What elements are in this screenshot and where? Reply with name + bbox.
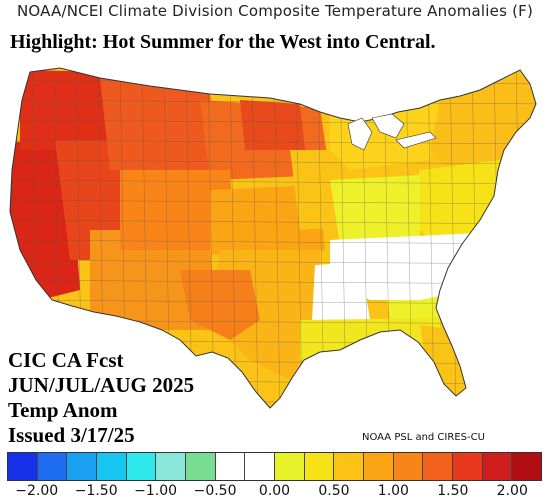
region-pacific-northwest bbox=[20, 70, 110, 150]
legend-swatch bbox=[512, 453, 542, 480]
legend-tick-label: 0.50 bbox=[318, 483, 350, 499]
legend-tick-label: 2.00 bbox=[496, 483, 528, 499]
legend-tick-label: −0.50 bbox=[193, 483, 237, 499]
legend-swatch bbox=[275, 453, 305, 480]
region-southwest bbox=[90, 230, 215, 330]
forecast-source: CIC CA Fcst bbox=[8, 348, 124, 372]
legend-tick-label: 0.00 bbox=[258, 483, 291, 499]
legend-swatch bbox=[215, 453, 246, 480]
legend-colorbar bbox=[7, 452, 542, 481]
region-central-rockies bbox=[120, 170, 235, 250]
region-gulf-coast bbox=[300, 318, 440, 360]
legend-swatch bbox=[304, 453, 335, 480]
region-ohio-valley bbox=[330, 175, 420, 245]
legend-swatch bbox=[67, 453, 98, 480]
highlight-text: Highlight: Hot Summer for the West into … bbox=[10, 31, 436, 53]
lake-erie bbox=[395, 131, 437, 149]
legend-tick-label: 1.00 bbox=[377, 483, 409, 499]
legend-swatch bbox=[126, 453, 157, 480]
forecast-issued: Issued 3/17/25 bbox=[8, 423, 135, 447]
us-outline bbox=[9, 67, 537, 409]
color-legend: −2.00 −1.50 −1.00 −0.50 0.00 0.50 1.00 1.50 2.00 bbox=[0, 452, 550, 499]
forecast-season: JUN/JUL/AUG 2025 bbox=[8, 373, 195, 397]
lake-huron bbox=[371, 113, 405, 139]
legend-swatch bbox=[364, 453, 394, 480]
region-central-plains bbox=[210, 185, 325, 255]
region-dakotas-core bbox=[240, 100, 305, 150]
legend-tick-label: 1.50 bbox=[437, 483, 469, 499]
legend-tick-label: −1.00 bbox=[134, 483, 178, 499]
legend-swatch bbox=[245, 453, 276, 480]
legend-swatch bbox=[453, 453, 483, 480]
legend-swatch bbox=[156, 453, 187, 480]
legend-tick-label: −1.50 bbox=[74, 483, 118, 499]
forecast-variable: Temp Anom bbox=[8, 398, 118, 422]
legend-swatch bbox=[393, 453, 424, 480]
legend-swatch bbox=[186, 453, 216, 480]
region-northern-rockies bbox=[100, 78, 220, 170]
map-title: NOAA/NCEI Climate Division Composite Tem… bbox=[16, 2, 534, 20]
legend-swatch bbox=[37, 453, 68, 480]
credit-text: NOAA PSL and CIRES-CU bbox=[362, 432, 485, 443]
legend-swatch bbox=[423, 453, 454, 480]
region-west-texas bbox=[180, 270, 260, 340]
legend-swatch bbox=[334, 453, 365, 480]
legend-swatch bbox=[482, 453, 513, 480]
legend-swatch bbox=[8, 453, 38, 480]
legend-tick-label: −2.00 bbox=[15, 483, 59, 499]
legend-swatch bbox=[97, 453, 127, 480]
lake-michigan bbox=[347, 117, 373, 151]
forecast-info: CIC CA Fcst JUN/JUL/AUG 2025 Temp Anom I… bbox=[8, 348, 194, 448]
